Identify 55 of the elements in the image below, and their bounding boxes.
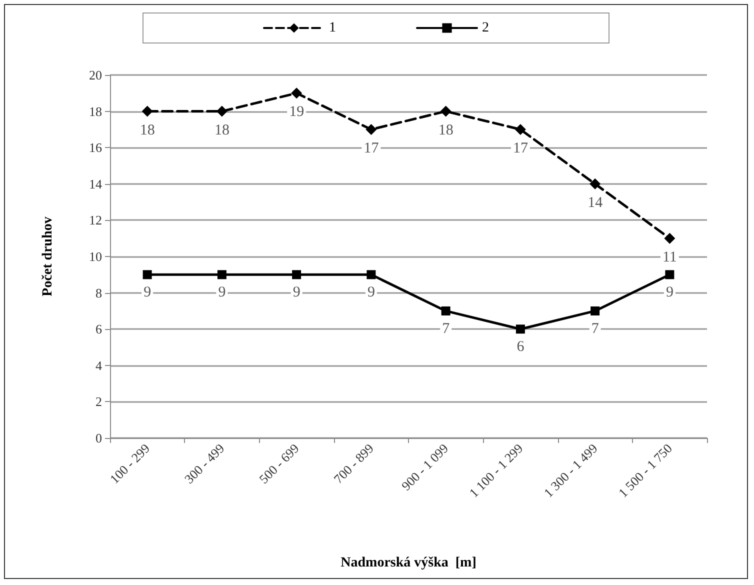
data-label: 18 <box>438 122 454 138</box>
point <box>516 324 525 334</box>
x-tick-label: 100 - 299 <box>106 440 153 487</box>
y-tick-label: 2 <box>96 394 102 410</box>
y-tick-label: 20 <box>89 68 102 82</box>
x-axis-title: Nadmorská výška [m] <box>340 556 476 570</box>
y-tick-label: 6 <box>96 322 102 337</box>
x-tick-label: 1 100 - 1 299 <box>466 440 526 500</box>
y-tick-label: 0 <box>96 430 102 446</box>
point <box>664 232 676 244</box>
x-tick-label: 900 - 1 099 <box>398 440 452 494</box>
y-tick-label: 8 <box>96 285 102 300</box>
y-tick-label: 14 <box>89 176 102 192</box>
data-label: 18 <box>140 122 155 138</box>
data-label: 18 <box>214 122 230 138</box>
x-tick-label: 1 500 - 1 750 <box>615 440 675 500</box>
y-tick-label: 18 <box>89 104 102 119</box>
data-label: 14 <box>588 194 604 211</box>
point <box>514 124 526 135</box>
legend-label: 1 <box>329 20 336 36</box>
data-label: 9 <box>292 284 300 301</box>
data-label: 9 <box>666 284 674 301</box>
point <box>440 106 452 117</box>
point <box>217 270 226 280</box>
x-tick-label: 500 - 699 <box>256 440 302 487</box>
point <box>590 306 600 316</box>
point <box>142 270 152 280</box>
point <box>291 88 302 99</box>
x-tick-label: 1 300 - 1 499 <box>540 440 600 500</box>
x-tick-label: 300 - 499 <box>181 440 228 487</box>
point <box>441 306 450 316</box>
point <box>216 106 228 117</box>
point <box>292 270 302 280</box>
point <box>366 270 376 280</box>
y-tick-label: 4 <box>96 358 102 373</box>
point <box>590 178 601 190</box>
data-label: 9 <box>144 284 152 301</box>
point <box>665 270 674 280</box>
data-label: 19 <box>289 104 304 120</box>
y-tick-label: 10 <box>89 249 102 264</box>
legend-label: 2 <box>482 20 489 36</box>
data-label: 17 <box>364 140 380 156</box>
data-label: 7 <box>591 320 600 337</box>
y-axis-title: Počet druhov <box>40 216 56 296</box>
y-tick-label: 12 <box>89 212 102 228</box>
data-label: 9 <box>367 284 375 301</box>
point <box>142 106 153 117</box>
point <box>366 124 377 135</box>
y-tick-label: 16 <box>89 140 102 156</box>
data-label: 9 <box>218 284 226 301</box>
x-tick-label: 700 - 899 <box>330 440 376 487</box>
data-label: 17 <box>512 140 528 156</box>
data-label: 11 <box>662 249 677 266</box>
data-label: 6 <box>516 339 525 356</box>
data-label: 7 <box>442 320 450 337</box>
